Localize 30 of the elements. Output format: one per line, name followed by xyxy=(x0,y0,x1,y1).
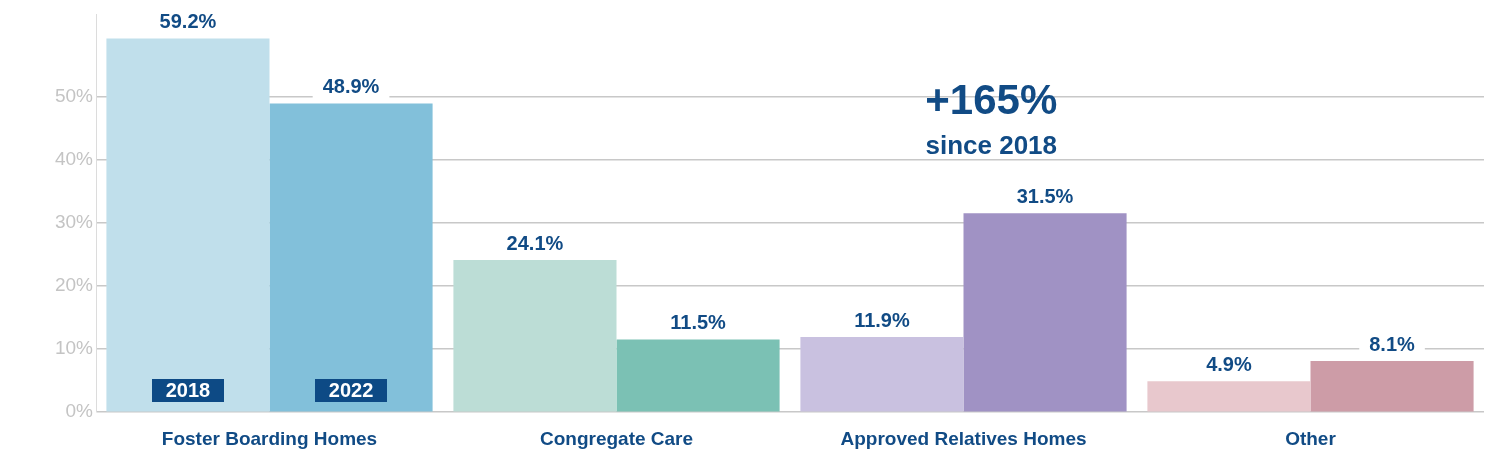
bar xyxy=(616,339,780,412)
bar xyxy=(269,103,433,412)
series-label: 2018 xyxy=(151,379,224,403)
annotation: +165% xyxy=(925,75,1058,123)
data-label: 11.5% xyxy=(670,311,727,334)
data-label: 31.5% xyxy=(1016,184,1074,207)
x-tick-label: Approved Relatives Homes xyxy=(840,427,1087,449)
bar xyxy=(963,213,1127,412)
y-tick-label: 50% xyxy=(54,84,94,106)
y-tick-label: 40% xyxy=(54,147,94,169)
x-tick-label: Foster Boarding Homes xyxy=(161,427,378,449)
y-tick-label: 30% xyxy=(54,211,94,233)
annotation: since 2018 xyxy=(925,129,1058,160)
series-label: 2022 xyxy=(315,379,388,403)
y-tick-label: 0% xyxy=(65,400,94,422)
bar xyxy=(453,260,617,412)
data-label: 59.2% xyxy=(159,9,217,32)
x-tick-label: Congregate Care xyxy=(539,427,694,449)
data-label: 11.9% xyxy=(854,308,910,331)
x-tick-label: Other xyxy=(1285,427,1337,449)
data-label: 48.9% xyxy=(322,74,380,97)
data-label: 24.1% xyxy=(506,231,564,254)
data-label: 4.9% xyxy=(1206,352,1252,375)
y-tick-label: 10% xyxy=(54,337,94,359)
bar xyxy=(1310,361,1474,412)
bar xyxy=(106,38,270,412)
y-tick-label: 20% xyxy=(54,274,94,296)
bar xyxy=(1147,381,1311,412)
data-label: 8.1% xyxy=(1369,332,1416,355)
bar xyxy=(800,337,964,412)
